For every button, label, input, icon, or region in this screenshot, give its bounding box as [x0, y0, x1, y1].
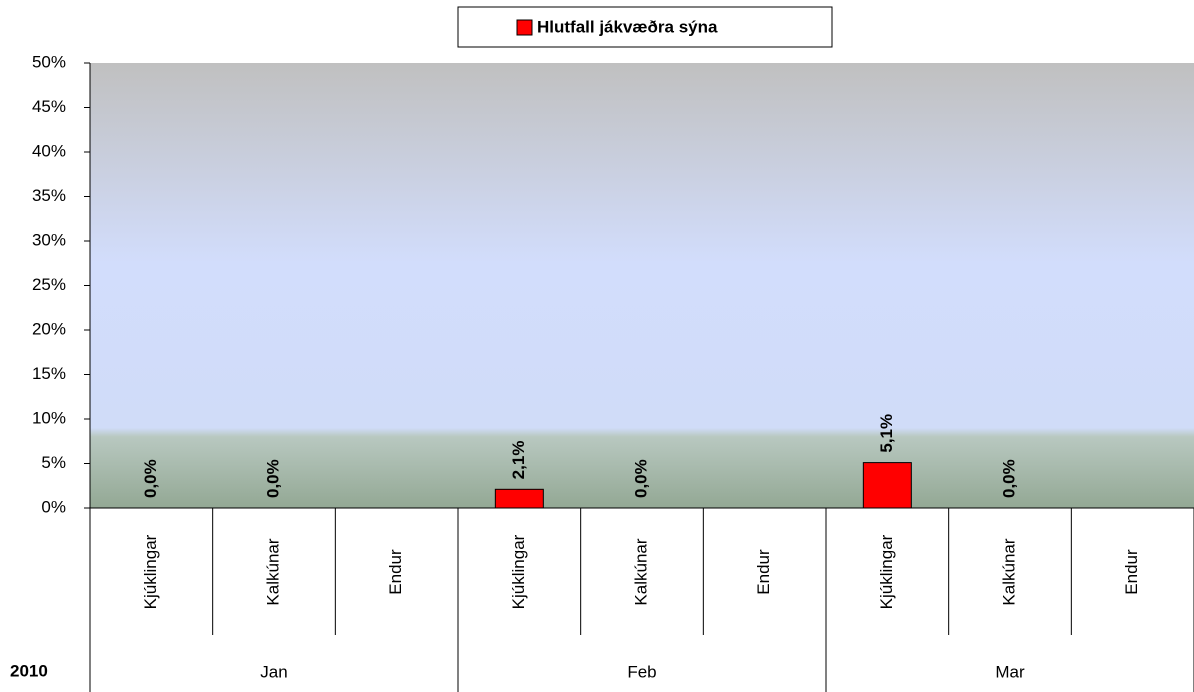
y-tick-label: 10% [32, 408, 66, 427]
x-tick-label: Kjúklingar [877, 534, 896, 609]
value-label: 0,0% [263, 459, 282, 498]
y-tick-label: 5% [41, 453, 66, 472]
y-tick-label: 35% [32, 186, 66, 205]
x-tick-label: Kalkúnar [631, 538, 650, 605]
value-label: 0,0% [141, 459, 160, 498]
bar [494, 488, 544, 509]
plot-area [90, 63, 1194, 508]
bar [862, 462, 912, 509]
x-tick-label: Kjúklingar [141, 534, 160, 609]
x-tick-label: Endur [754, 549, 773, 595]
y-tick-label: 15% [32, 364, 66, 383]
x-tick-label: Kjúklingar [509, 534, 528, 609]
x-tick-label: Endur [1122, 549, 1141, 595]
x-tick-label: Kalkúnar [263, 538, 282, 605]
value-label: 0,0% [631, 459, 650, 498]
y-tick-label: 0% [41, 497, 66, 516]
value-label: 5,1% [877, 414, 896, 453]
group-label: Jan [260, 662, 287, 681]
legend-label: Hlutfall jákvæðra sýna [537, 17, 718, 36]
value-label: 0,0% [999, 459, 1018, 498]
y-tick-label: 30% [32, 230, 66, 249]
x-tick-label: Endur [386, 549, 405, 595]
group-label: Mar [995, 662, 1025, 681]
y-tick-label: 50% [32, 52, 66, 71]
legend-swatch [516, 19, 533, 36]
value-label: 2,1% [509, 441, 528, 480]
group-label: Feb [627, 662, 656, 681]
y-tick-label: 40% [32, 141, 66, 160]
y-tick-label: 20% [32, 319, 66, 338]
group-axis-label: 2010 [10, 661, 48, 680]
y-tick-label: 45% [32, 97, 66, 116]
y-tick-label: 25% [32, 275, 66, 294]
x-tick-label: Kalkúnar [999, 538, 1018, 605]
